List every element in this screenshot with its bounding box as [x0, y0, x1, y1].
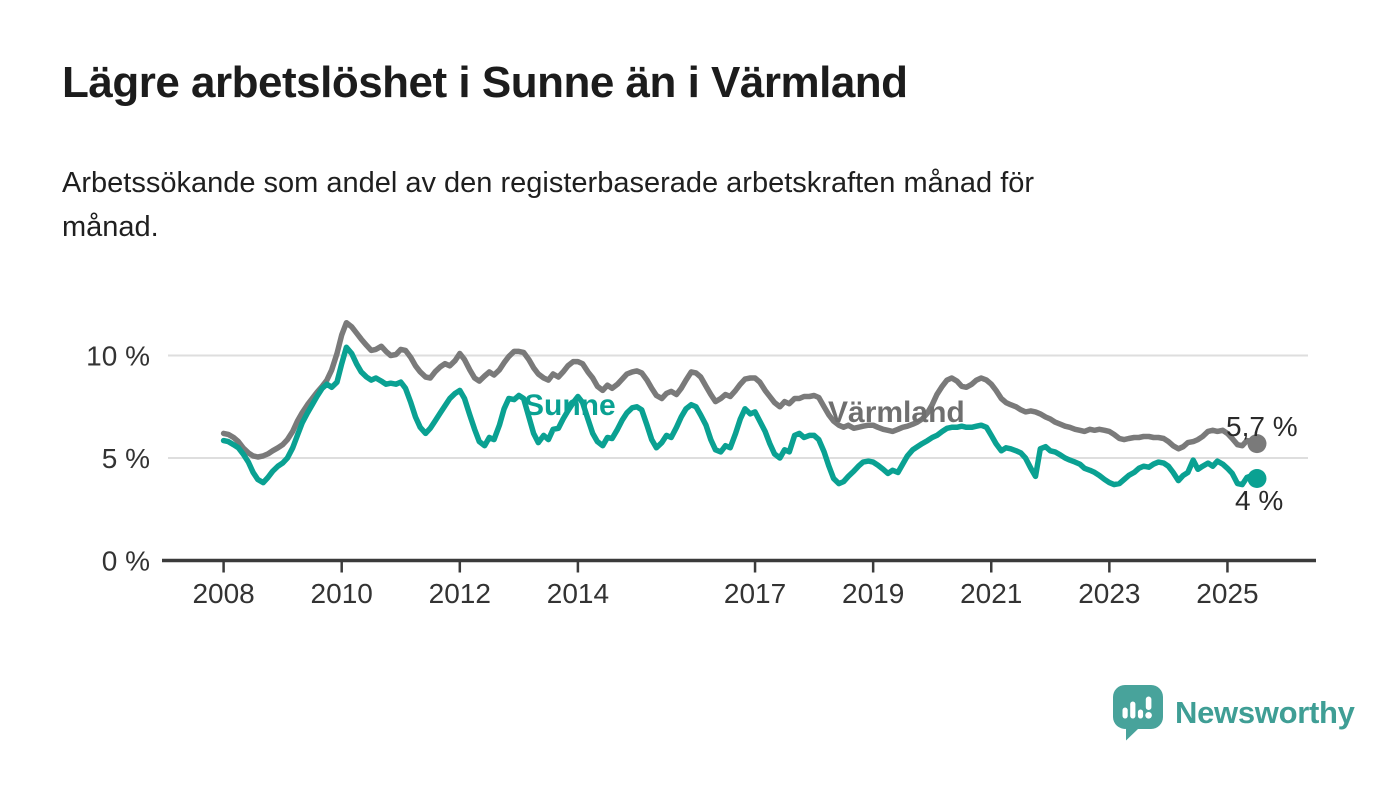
- bar-3: [1137, 709, 1144, 719]
- brand-name: Newsworthy: [1175, 694, 1355, 730]
- x-tick-label-2010: 2010: [311, 578, 373, 609]
- end-dot-sunne: [1247, 469, 1267, 488]
- end-value-label-varmland: 5,7 %: [1226, 411, 1298, 442]
- series-line-varmland: [220, 319, 1260, 460]
- x-tick-label-2021: 2021: [960, 578, 1022, 609]
- page-title: Lägre arbetslöshet i Sunne än i Värmland: [62, 58, 908, 107]
- x-tick-label-2008: 2008: [192, 578, 254, 609]
- newsworthy-bubble-icon: [1113, 685, 1163, 741]
- end-value-label-sunne: 4 %: [1235, 485, 1284, 516]
- bar-2: [1130, 701, 1136, 719]
- x-tick-label-2025: 2025: [1196, 578, 1258, 609]
- exclamation-dot: [1145, 712, 1152, 719]
- x-tick-label-2019: 2019: [842, 578, 904, 609]
- x-tick-label-2012: 2012: [429, 578, 491, 609]
- chart-subtitle: Arbetssökande som andel av den registerb…: [62, 167, 1035, 243]
- series-line-sunne: [220, 344, 1260, 488]
- series-label-varmland: Värmland: [828, 396, 965, 429]
- exclamation-bar: [1145, 696, 1152, 710]
- y-tick-label-0: 0 %: [102, 546, 150, 577]
- y-tick-label-5: 5 %: [102, 443, 150, 474]
- series-label-sunne: Sunne: [524, 389, 616, 422]
- newsworthy-logo: Newsworthy: [1112, 684, 1355, 741]
- x-tick-label-2017: 2017: [724, 578, 786, 609]
- y-tick-label-10: 10 %: [86, 341, 150, 372]
- bar-1: [1122, 707, 1128, 719]
- end-dot-varmland: [1247, 434, 1267, 454]
- x-tick-label-2014: 2014: [547, 578, 609, 609]
- x-tick-label-2023: 2023: [1078, 578, 1140, 609]
